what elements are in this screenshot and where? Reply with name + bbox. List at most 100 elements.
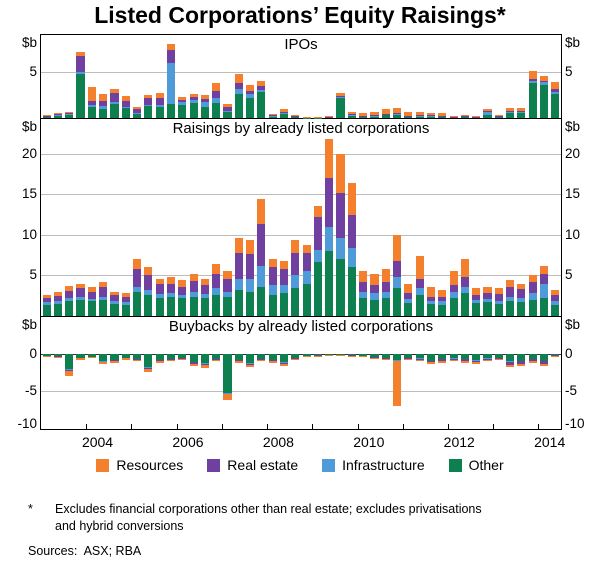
bar-segment-other xyxy=(347,353,356,356)
bar-segment-infrastructure xyxy=(483,358,492,359)
bar-segment-real_estate xyxy=(110,294,119,302)
bar-segment-infrastructure xyxy=(110,101,119,105)
bar-segment-infrastructure xyxy=(110,301,119,304)
bar-segment-real_estate xyxy=(246,363,255,366)
bar-segment-infrastructure xyxy=(212,359,221,360)
bar-segment-other xyxy=(133,353,142,360)
bar-segment-infrastructure xyxy=(189,99,198,104)
bar-segment-other xyxy=(178,298,187,316)
bar-segment-other xyxy=(155,107,164,118)
bar-segment-real_estate xyxy=(178,357,187,359)
bar-segment-resources xyxy=(223,394,232,401)
bar-segment-real_estate xyxy=(517,289,526,299)
bar-segment-infrastructure xyxy=(144,290,153,295)
bar-segment-infrastructure xyxy=(336,97,345,98)
bar-segment-infrastructure xyxy=(268,115,277,117)
bar-segment-other xyxy=(246,353,255,363)
bar-segment-other xyxy=(212,353,221,360)
bar-segment-real_estate xyxy=(517,110,526,112)
bar-segment-infrastructure xyxy=(539,283,549,299)
bar-segment-infrastructure xyxy=(494,357,503,359)
bar-segment-other xyxy=(381,353,390,358)
bar-segment-resources xyxy=(268,361,277,363)
bar-segment-real_estate xyxy=(359,115,368,117)
bar-segment-real_estate xyxy=(325,116,334,118)
bar-segment-real_estate xyxy=(426,296,436,301)
bar-segment-other xyxy=(551,304,560,316)
bar-segment-resources xyxy=(404,283,413,294)
bar-segment-other xyxy=(472,353,481,360)
bar-segment-resources xyxy=(99,281,108,287)
bar-segment-resources xyxy=(76,358,85,360)
bar-segment-real_estate xyxy=(539,361,549,364)
bar-segment-real_estate xyxy=(313,217,322,250)
bar-segment-real_estate xyxy=(133,108,142,113)
bar-segment-resources xyxy=(370,112,379,115)
bar-segment-infrastructure xyxy=(257,265,266,287)
bar-segment-resources xyxy=(483,109,492,112)
axis-unit-label: $b xyxy=(21,317,37,332)
bar-segment-infrastructure xyxy=(393,359,402,361)
bar-segment-resources xyxy=(53,112,62,114)
bar-segment-resources xyxy=(87,86,96,101)
bar-segment-other xyxy=(279,113,289,118)
bar-segment-infrastructure xyxy=(110,359,119,361)
bar-segment-real_estate xyxy=(426,115,436,116)
bar-segment-other xyxy=(404,353,413,358)
bar-segment-resources xyxy=(121,358,130,360)
bar-segment-resources xyxy=(370,357,379,359)
bar-segment-resources xyxy=(87,286,96,292)
bar-segment-real_estate xyxy=(460,359,469,361)
bar-segment-real_estate xyxy=(279,362,289,365)
bar-segment-other xyxy=(212,103,221,118)
bar-segment-resources xyxy=(166,44,176,50)
bar-segment-resources xyxy=(313,117,322,118)
bar-segment-resources xyxy=(76,52,85,56)
bar-segment-infrastructure xyxy=(133,286,142,292)
panel-title-ipos: IPOs xyxy=(284,36,318,53)
bar-segment-infrastructure xyxy=(99,296,108,300)
bar-segment-other xyxy=(313,262,322,316)
bar-segment-other xyxy=(87,107,96,118)
x-axis-year-tick xyxy=(176,424,178,429)
bar-segment-infrastructure xyxy=(76,72,85,75)
bar-segment-other xyxy=(189,353,198,363)
bar-segment-infrastructure xyxy=(539,82,549,86)
bar-segment-infrastructure xyxy=(426,300,436,304)
bar-segment-real_estate xyxy=(87,356,96,358)
bar-segment-other xyxy=(53,303,62,316)
bar-segment-real_estate xyxy=(404,115,413,117)
bar-segment-real_estate xyxy=(99,361,108,363)
bar-segment-infrastructure xyxy=(347,114,356,116)
bar-segment-other xyxy=(110,353,119,360)
x-axis-tick-label: 2008 xyxy=(262,434,294,450)
bar-segment-infrastructure xyxy=(246,94,255,98)
bar-segment-infrastructure xyxy=(155,359,164,361)
bar-segment-real_estate xyxy=(517,361,526,364)
bar-segment-infrastructure xyxy=(234,359,243,361)
bar-segment-resources xyxy=(551,290,560,295)
bar-segment-real_estate xyxy=(212,90,221,98)
bar-segment-real_estate xyxy=(449,116,458,118)
bar-segment-resources xyxy=(189,94,198,98)
bar-segment-infrastructure xyxy=(166,359,176,360)
bar-segment-infrastructure xyxy=(178,357,187,359)
bar-segment-other xyxy=(381,115,390,118)
y-axis-left: $b 0 -5 -10 xyxy=(1,317,37,431)
bar-segment-resources xyxy=(212,360,221,362)
legend-swatch-infrastructure xyxy=(322,458,336,472)
bar-segment-infrastructure xyxy=(212,97,221,104)
bar-segment-other xyxy=(200,298,209,316)
bar-segment-real_estate xyxy=(87,291,96,299)
bar-segment-real_estate xyxy=(133,359,142,361)
bar-segment-other xyxy=(291,288,300,316)
y-axis-tick-label: 0 xyxy=(29,345,37,361)
bar-segment-real_estate xyxy=(551,294,560,301)
bar-segment-other xyxy=(166,353,176,360)
bar-segment-other xyxy=(460,116,469,118)
bar-segment-other xyxy=(42,353,51,357)
bar-segment-other xyxy=(279,293,289,316)
bar-segment-resources xyxy=(65,111,74,113)
bar-segment-resources xyxy=(189,273,198,282)
bar-segment-real_estate xyxy=(76,288,85,297)
